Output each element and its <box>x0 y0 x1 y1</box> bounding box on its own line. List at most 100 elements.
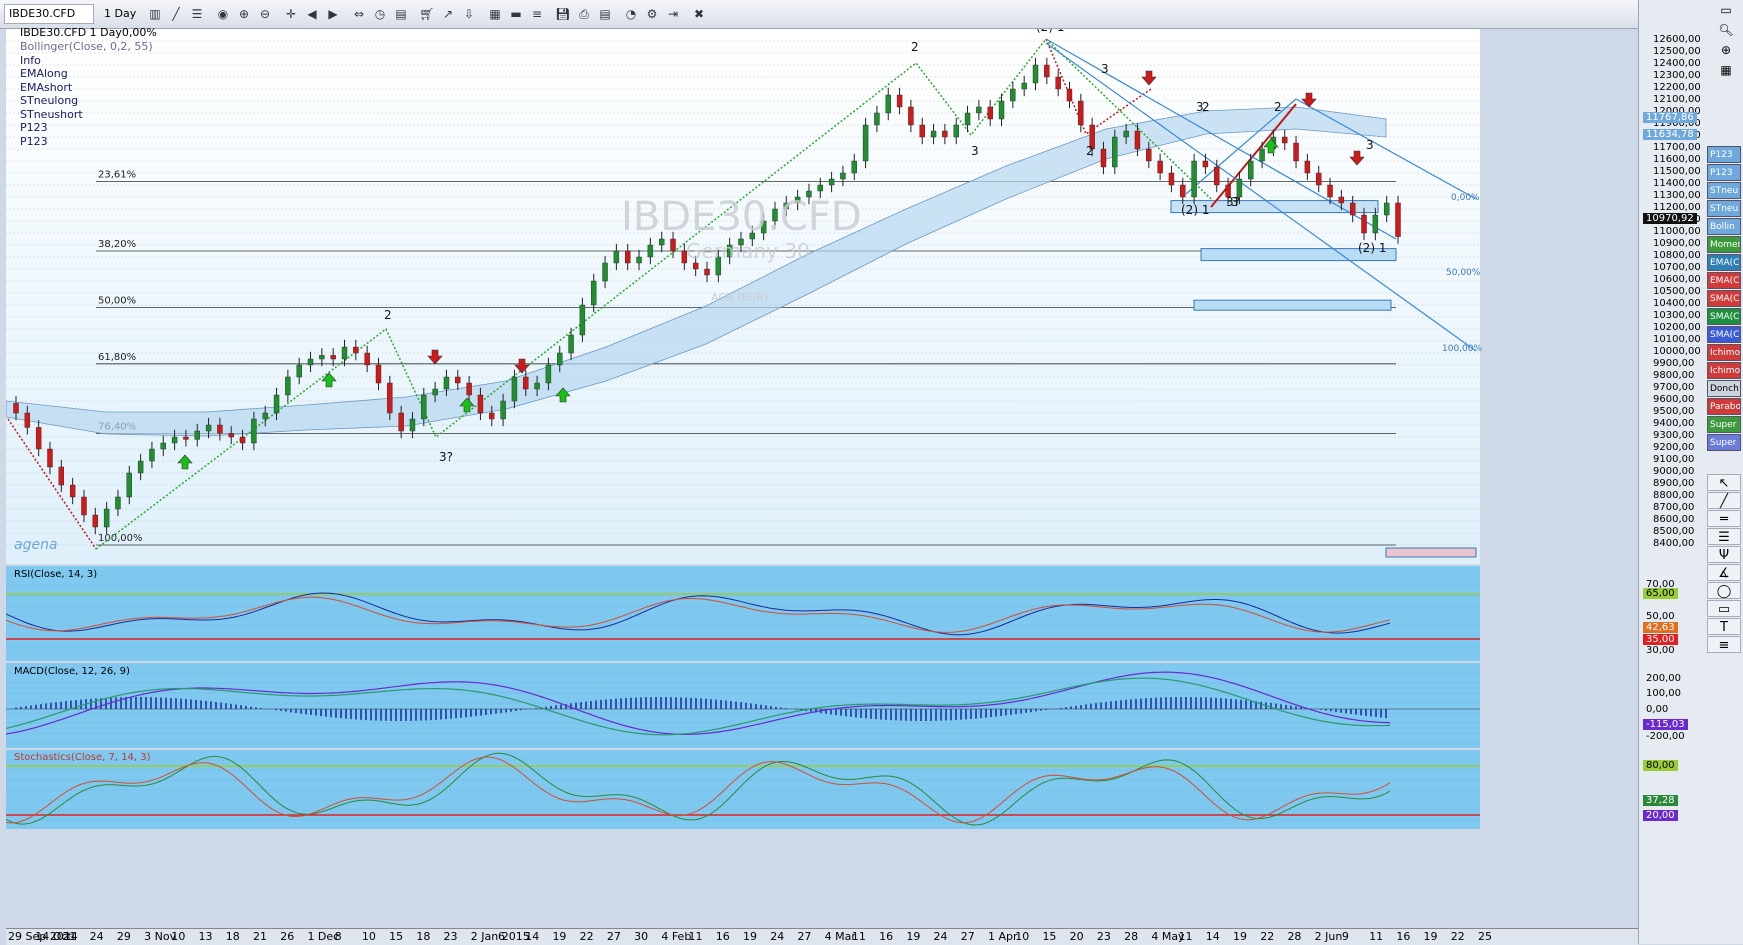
ellipse-tool[interactable]: ◯ <box>1707 582 1741 599</box>
fib-ext-label: 0,00% <box>1451 193 1480 203</box>
price-tick: 11700,00 <box>1653 142 1701 153</box>
indicator-toggle[interactable]: Momen <box>1707 236 1741 253</box>
table-icon[interactable]: ▤ <box>599 7 611 21</box>
trendline-tool[interactable]: ╱ <box>1707 492 1741 509</box>
rsi-lower-tag: 35,00 <box>1643 634 1678 645</box>
indicator-toggle[interactable]: SMA(C <box>1707 326 1741 343</box>
candle <box>137 460 144 474</box>
crosshair-icon[interactable]: ✛ <box>285 7 297 21</box>
legend-item: P123 <box>20 134 48 148</box>
indicator-toggle[interactable]: P123 <box>1707 146 1741 163</box>
chart-type-icon[interactable]: ▥ <box>149 7 161 21</box>
indicator-toggle[interactable]: Parabo <box>1707 398 1741 415</box>
candle <box>1078 100 1084 126</box>
indicator-toggle[interactable]: Super <box>1707 416 1741 433</box>
fib-ext-label: 100,00% <box>1442 344 1482 354</box>
tools-icon[interactable]: ⚙ <box>646 7 658 21</box>
wave-label: 2 <box>384 308 392 322</box>
fib-label: 50,00% <box>98 295 136 306</box>
buy-arrow-icon <box>459 397 475 413</box>
chart-canvas[interactable]: 23,61%38,20%50,00%61,80%76,40%100,00%0,0… <box>6 29 1638 929</box>
price-tick: 10000,00 <box>1653 346 1701 357</box>
macd-value-tag: -115,03 <box>1643 719 1688 730</box>
hline-tool[interactable]: ═ <box>1707 510 1741 527</box>
minimize-icon[interactable]: ▭ <box>1720 3 1732 17</box>
indicator-toggle[interactable]: EMA(C <box>1707 254 1741 271</box>
stoch-k-line <box>6 752 1391 826</box>
fork-tool[interactable]: Ψ <box>1707 546 1741 563</box>
indicator-toggle[interactable]: P123 <box>1707 164 1741 181</box>
object-list-icon[interactable]: ☰ <box>191 7 203 21</box>
candle <box>455 376 461 384</box>
candle <box>262 412 268 420</box>
forward-icon[interactable]: ▶ <box>328 7 338 21</box>
candle <box>772 208 778 222</box>
fib-tool[interactable]: ≡ <box>1707 636 1741 653</box>
pointer-tool[interactable]: ↖ <box>1707 474 1741 491</box>
rsi-line <box>6 592 1391 636</box>
print-icon[interactable]: ⎙ <box>579 7 589 21</box>
export-icon[interactable]: ⇩ <box>463 7 475 21</box>
price-tick: 9400,00 <box>1653 418 1695 429</box>
clock-icon[interactable]: ◷ <box>374 7 386 21</box>
trend-icon[interactable]: ↗ <box>442 7 454 21</box>
draw-line-icon[interactable]: ╱ <box>172 7 180 21</box>
text-tool[interactable]: T <box>1707 618 1741 635</box>
chart-area[interactable]: 23,61%38,20%50,00%61,80%76,40%100,00%0,0… <box>6 26 1638 929</box>
magnify-icon[interactable]: 🔍︎ <box>1718 23 1734 37</box>
color-bar-icon[interactable]: ▬ <box>510 7 522 21</box>
zoom-out-icon[interactable]: ⊖ <box>259 7 271 21</box>
candle <box>726 244 733 258</box>
candle <box>1316 172 1322 186</box>
indicator-icon[interactable]: ◉ <box>217 7 229 21</box>
price-tick: 11400,00 <box>1653 178 1701 189</box>
macd-tick: 100,00 <box>1646 688 1681 699</box>
price-tick: 11500,00 <box>1653 166 1701 177</box>
indicator-toggle[interactable]: Ichimo <box>1707 362 1741 379</box>
upper-band-tag: 11767,86 <box>1643 112 1697 123</box>
zoom-icon[interactable]: ⊕ <box>1720 43 1732 57</box>
indicator-toggle[interactable]: SMA(C <box>1707 290 1741 307</box>
indicator-toggle[interactable]: Donch <box>1707 380 1741 397</box>
price-tick: 12600,00 <box>1653 34 1701 45</box>
channel-tool[interactable]: ☰ <box>1707 528 1741 545</box>
watermark-currency: ACB (EUR) <box>711 291 769 304</box>
candle <box>953 124 959 138</box>
candle <box>885 94 891 114</box>
grid-icon[interactable]: ▦ <box>1720 63 1732 77</box>
indicator-toggle[interactable]: STneu <box>1707 200 1741 217</box>
candle <box>1157 160 1163 174</box>
indicator-toggle[interactable]: EMA(C <box>1707 272 1741 289</box>
indicator-toggle[interactable]: SMA(C <box>1707 308 1741 325</box>
symbol-selector[interactable]: IBDE30.CFD <box>4 4 94 24</box>
exit-icon[interactable]: ⇥ <box>667 7 679 21</box>
save-icon[interactable]: 💾︎ <box>555 7 571 21</box>
time-tick: 14 <box>525 930 540 943</box>
cart-icon[interactable]: 🛒︎ <box>419 7 435 21</box>
rectangle-tool[interactable]: ▭ <box>1707 600 1741 617</box>
back-icon[interactable]: ◀ <box>307 7 317 21</box>
close-icon[interactable]: ✖ <box>693 7 705 21</box>
time-tick: 10 <box>361 930 376 943</box>
candle <box>160 442 166 450</box>
candle <box>625 250 631 264</box>
candle <box>681 250 688 264</box>
bar-spacing-icon[interactable]: ⇔ <box>353 7 365 21</box>
indicator-toggle[interactable]: STneu <box>1707 182 1741 199</box>
candle <box>24 412 31 428</box>
timeframe-selector[interactable]: 1 Day <box>104 7 137 20</box>
price-tick: 11600,00 <box>1653 154 1701 165</box>
price-tick: 9800,00 <box>1653 370 1695 381</box>
pie-icon[interactable]: ◔ <box>625 7 637 21</box>
zoom-in-icon[interactable]: ⊕ <box>238 7 250 21</box>
fan-tool[interactable]: ∡ <box>1707 564 1741 581</box>
candle <box>1282 136 1288 144</box>
bollinger-band <box>6 106 1387 437</box>
grid-icon[interactable]: ▦ <box>489 7 501 21</box>
indicator-toggle[interactable]: Bollin <box>1707 218 1741 235</box>
template-icon[interactable]: ▤ <box>395 7 407 21</box>
fib-icon[interactable]: ≡ <box>531 7 543 21</box>
price-tick: 9000,00 <box>1653 466 1695 477</box>
indicator-toggle[interactable]: Ichimo <box>1707 344 1741 361</box>
indicator-toggle[interactable]: Super <box>1707 434 1741 451</box>
